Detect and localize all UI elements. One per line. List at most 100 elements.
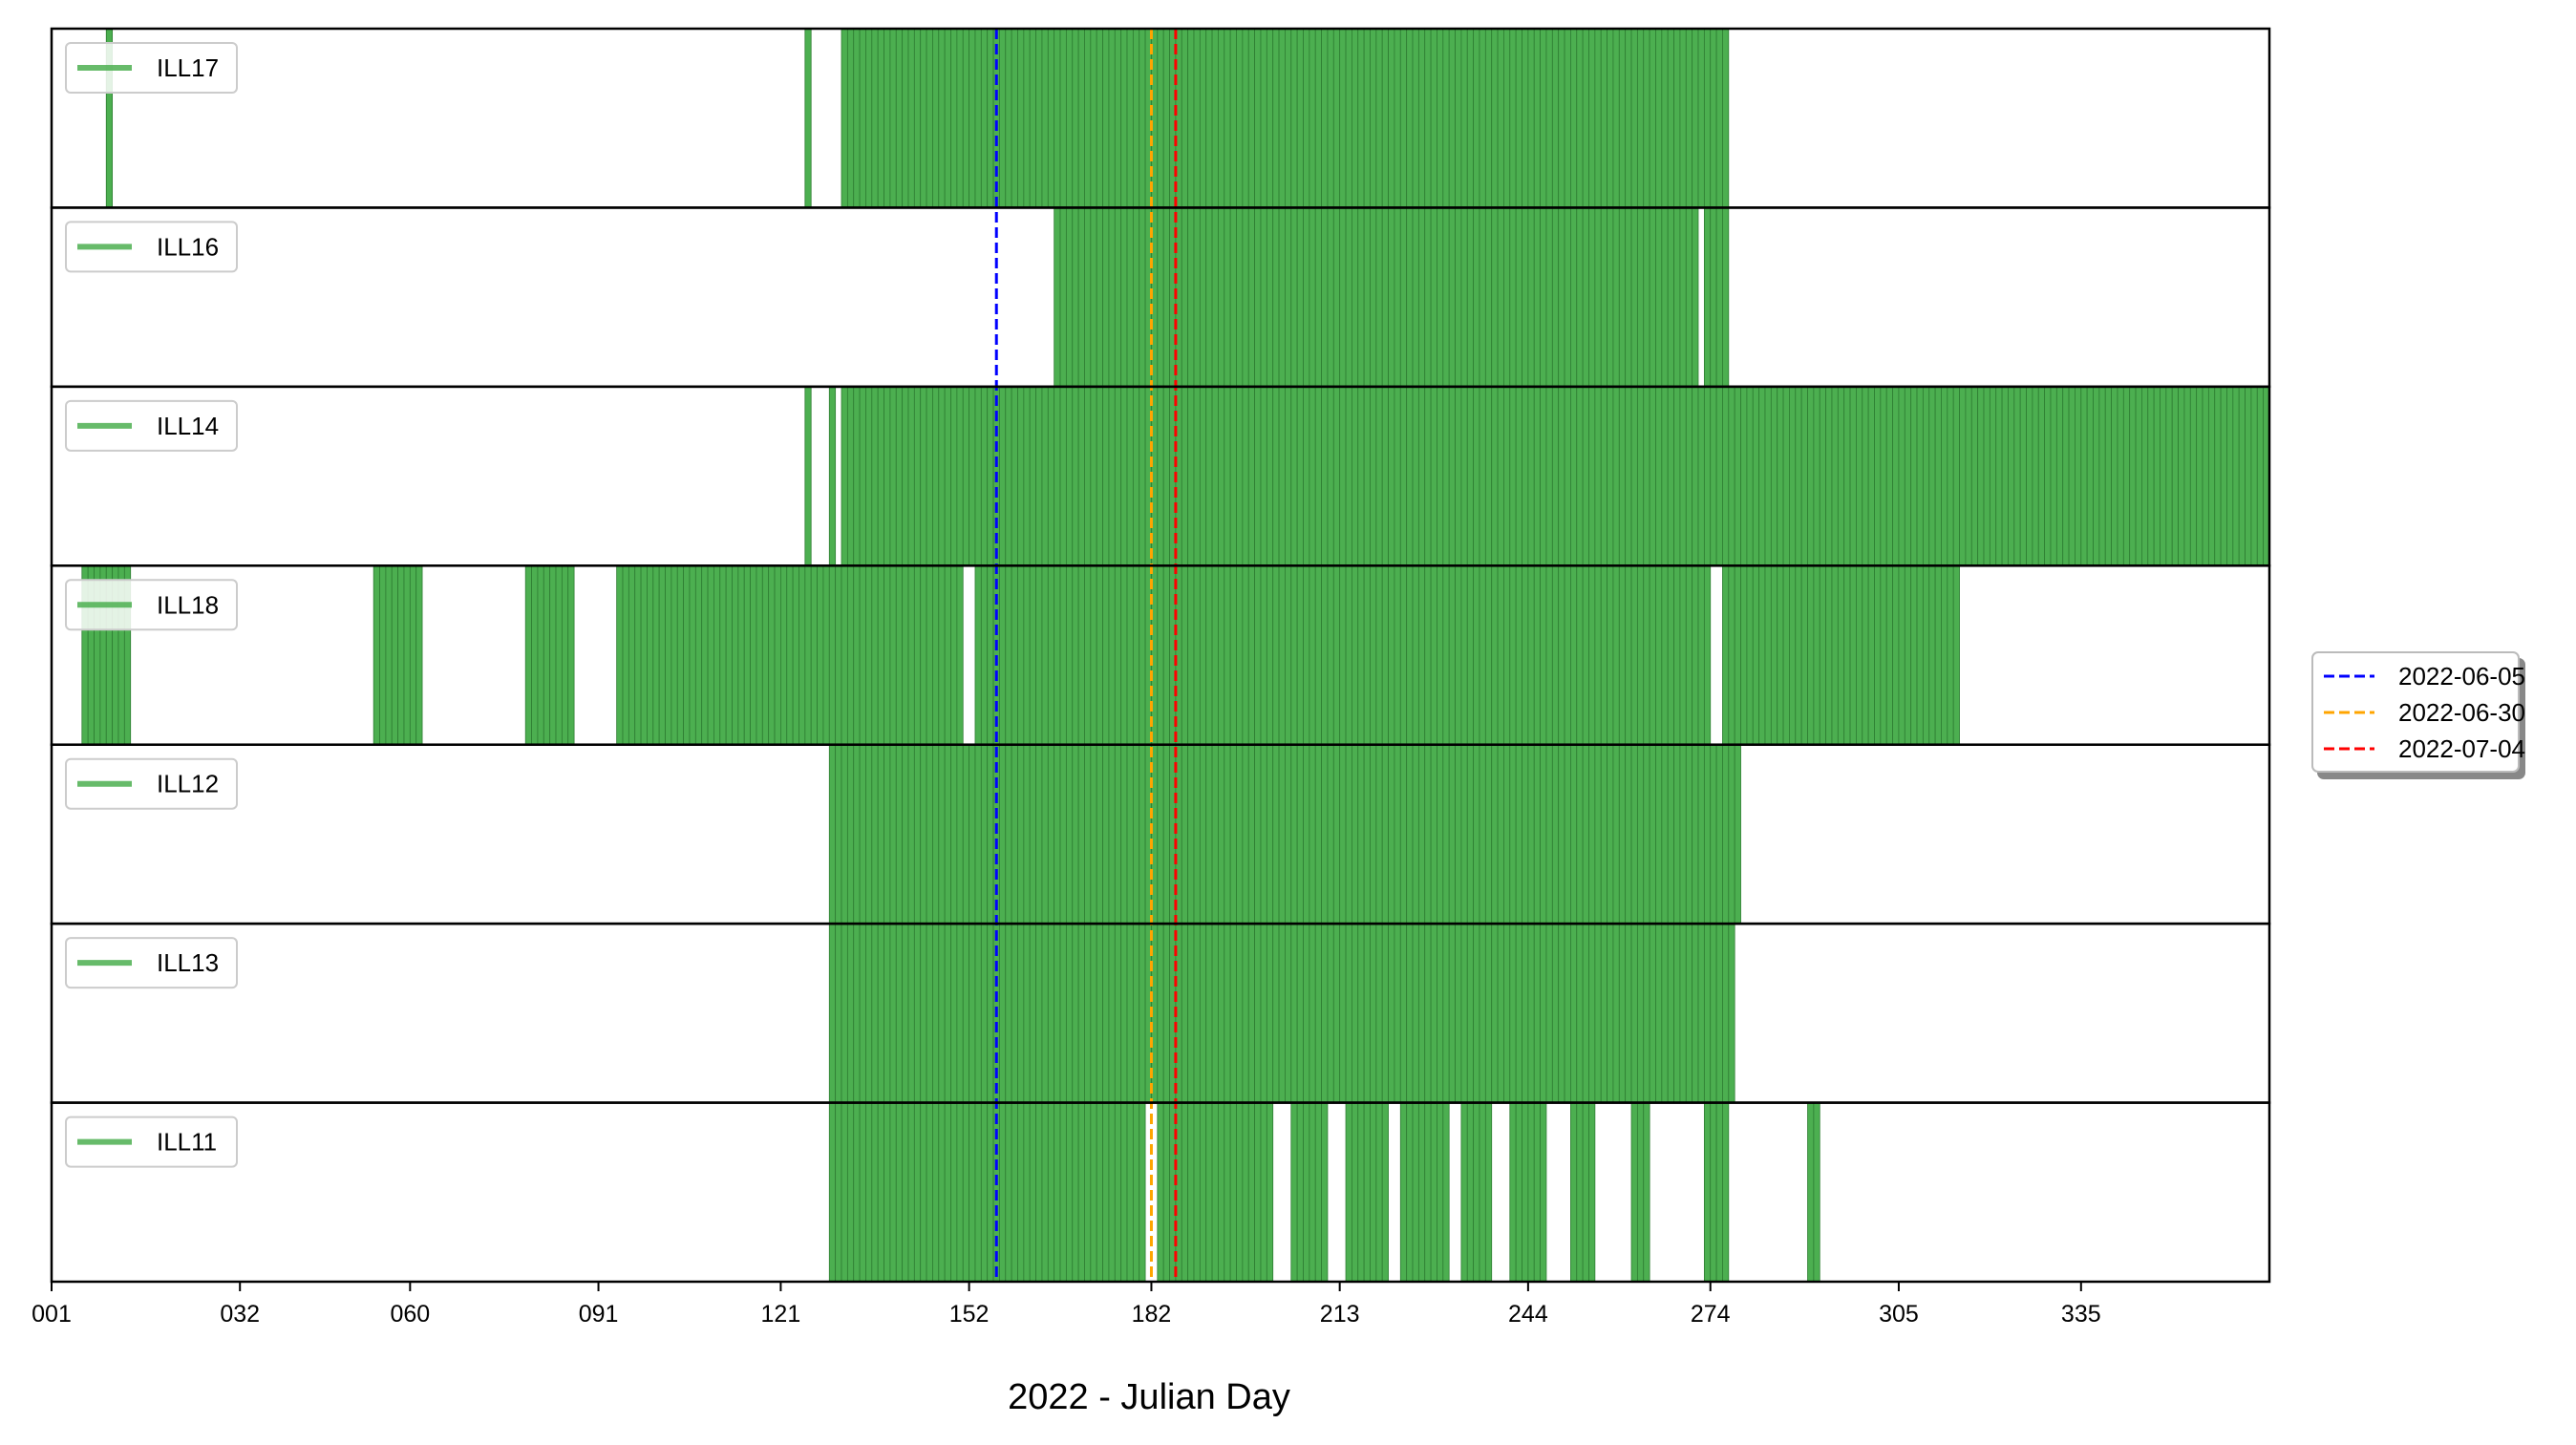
day-bar <box>1491 564 1499 746</box>
day-bar <box>920 923 927 1103</box>
station-legend: ILL12 <box>65 757 238 810</box>
day-bar <box>913 564 922 746</box>
day-bar <box>1363 28 1371 208</box>
day-bar <box>902 744 909 924</box>
day-bar <box>841 1102 848 1283</box>
day-bar <box>944 744 951 924</box>
day-bar <box>1327 744 1334 924</box>
day-bar <box>1157 564 1164 746</box>
day-bar <box>1607 207 1614 388</box>
day-bar <box>1102 564 1110 746</box>
day-bar <box>1540 1102 1547 1283</box>
day-bar <box>1430 923 1437 1103</box>
day-bar <box>877 923 884 1103</box>
day-bar <box>2117 386 2124 566</box>
day-bar <box>1655 386 1663 566</box>
day-bar <box>1321 564 1329 746</box>
day-bar <box>1406 386 1414 566</box>
day-bar <box>1114 564 1122 746</box>
day-bar <box>1017 1102 1025 1283</box>
day-bar <box>1260 564 1267 746</box>
day-bar <box>1922 564 1930 746</box>
day-bar <box>1649 744 1656 924</box>
day-bar <box>1162 386 1170 566</box>
day-bar <box>1077 28 1085 208</box>
day-bar <box>944 28 951 208</box>
day-bar <box>1527 386 1535 566</box>
day-bar <box>1612 564 1620 746</box>
day-bar <box>1509 744 1517 924</box>
day-bar <box>1381 28 1389 208</box>
event-lines <box>994 29 1178 1282</box>
day-bar <box>1309 28 1316 208</box>
day-bar <box>1229 564 1237 746</box>
day-bar <box>2189 386 2198 566</box>
day-bar <box>1357 564 1365 746</box>
day-bar <box>1047 1102 1055 1283</box>
day-bar <box>1332 923 1341 1103</box>
day-bar <box>1819 564 1826 746</box>
day-bar <box>1989 386 1997 566</box>
day-bar <box>1509 28 1517 208</box>
day-bar <box>853 1102 861 1283</box>
day-bar <box>1139 386 1146 566</box>
x-tick-label: 244 <box>1508 1301 1548 1328</box>
day-bar <box>987 923 994 1103</box>
day-bar <box>1399 923 1408 1103</box>
day-bar <box>391 564 399 746</box>
day-bar <box>1685 564 1693 746</box>
day-bar <box>1782 386 1790 566</box>
day-bar <box>889 386 897 566</box>
day-bar <box>1728 564 1735 746</box>
day-bar <box>1309 564 1316 746</box>
day-bar <box>1692 923 1699 1103</box>
day-bar <box>1303 207 1310 388</box>
panel-frame <box>50 1101 2271 1284</box>
day-bar <box>871 923 879 1103</box>
day-bar <box>1703 1102 1712 1283</box>
day-bar <box>1005 1102 1012 1283</box>
day-bar <box>1303 744 1310 924</box>
day-bar <box>561 564 569 746</box>
day-bar <box>1728 744 1735 924</box>
day-bar <box>768 564 776 746</box>
day-bar <box>1102 28 1110 208</box>
day-bar <box>1582 386 1589 566</box>
day-bar <box>956 386 964 566</box>
day-bar <box>1540 744 1547 924</box>
day-bar <box>1849 386 1857 566</box>
day-bar <box>761 564 770 746</box>
day-bar <box>884 386 891 566</box>
day-bar <box>1466 386 1475 566</box>
day-bar <box>1406 923 1414 1103</box>
day-bar <box>1375 564 1383 746</box>
day-bar <box>1710 744 1717 924</box>
day-bar <box>889 1102 897 1283</box>
day-bar <box>1370 386 1377 566</box>
day-bar <box>865 1102 873 1283</box>
day-bar <box>1807 564 1815 746</box>
day-bar <box>1527 207 1535 388</box>
day-bar <box>1224 923 1231 1103</box>
day-bar <box>2001 386 2009 566</box>
day-bar <box>1533 386 1541 566</box>
day-bar <box>1582 207 1589 388</box>
day-bar <box>1685 923 1693 1103</box>
day-bar <box>1630 28 1638 208</box>
day-bar <box>1479 1102 1486 1283</box>
day-bar <box>817 564 824 746</box>
panel-ill18 <box>81 564 1960 746</box>
day-bar <box>1199 1102 1207 1283</box>
day-bar <box>1193 28 1201 208</box>
day-bar <box>1746 386 1754 566</box>
day-bar <box>1673 28 1681 208</box>
day-bar <box>1314 207 1322 388</box>
day-bar <box>694 564 703 746</box>
day-bar <box>932 1102 940 1283</box>
day-bar <box>1381 1102 1389 1283</box>
day-bar <box>1157 744 1164 924</box>
day-bar <box>1582 564 1589 746</box>
day-bar <box>1388 386 1395 566</box>
day-bar <box>1649 28 1656 208</box>
day-bar <box>1399 28 1408 208</box>
